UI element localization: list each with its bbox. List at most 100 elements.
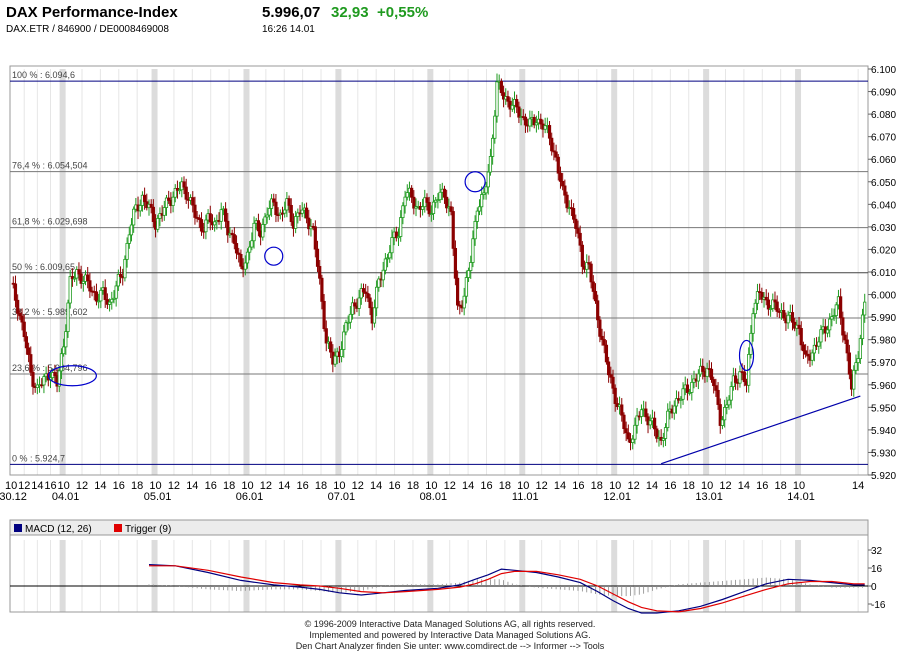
candle-down: [499, 80, 503, 94]
hour-tick-label: 14: [554, 480, 566, 492]
day-band-macd: [243, 540, 250, 612]
candle-up: [420, 206, 425, 210]
candle-up: [480, 194, 484, 208]
candle-up: [429, 213, 433, 215]
candle-down: [801, 344, 806, 352]
candle-up: [110, 298, 114, 303]
macd-line: [148, 564, 865, 614]
day-band: [243, 69, 250, 475]
candle-up: [860, 314, 865, 340]
candle-up: [388, 252, 392, 259]
candle-up: [269, 198, 274, 209]
candle-up: [405, 192, 409, 198]
candle-up: [178, 189, 182, 192]
candle-down: [804, 350, 808, 355]
candle-down: [18, 312, 22, 317]
candle-down: [29, 354, 33, 373]
candle-down: [558, 172, 563, 182]
y-tick-label: 6.030: [871, 223, 896, 234]
candle-up: [346, 321, 350, 324]
candle-up: [438, 191, 442, 201]
candle-down: [766, 299, 771, 310]
candle-down: [88, 280, 92, 292]
day-band: [427, 69, 434, 475]
candle-up: [477, 206, 482, 212]
candle-up: [510, 104, 514, 110]
candle-up: [663, 427, 668, 439]
candle-up: [267, 208, 271, 216]
candle-up: [344, 322, 348, 333]
candle-up: [482, 192, 486, 195]
candle-down: [644, 408, 648, 418]
candle-down: [626, 432, 630, 440]
index-title: DAX Performance-Index: [6, 4, 178, 21]
fib-level-label: 100 % : 6.094,6: [12, 70, 75, 80]
candle-up: [723, 406, 727, 421]
candle-down: [775, 301, 779, 312]
fib-level-label: 0 % : 5.924,7: [12, 453, 65, 463]
candle-down: [103, 287, 107, 300]
candle-up: [768, 308, 773, 310]
y-tick-label: 5.920: [871, 471, 896, 482]
candle-up: [856, 358, 860, 364]
candle-down: [764, 296, 768, 301]
candle-down: [27, 347, 31, 355]
candle-down: [733, 375, 738, 383]
candle-down: [320, 277, 324, 302]
candle-up: [475, 210, 479, 222]
candle-down: [589, 263, 593, 283]
footer-line-copyright: © 1996-2009 Interactive Data Managed Sol…: [304, 619, 596, 629]
price-change: 32,93: [331, 4, 369, 21]
support-trendline: [660, 395, 861, 465]
y-tick-label: 6.050: [871, 178, 896, 189]
candle-up: [753, 302, 757, 315]
candle-down: [718, 404, 722, 426]
candle-down: [143, 194, 147, 203]
candle-down: [604, 344, 609, 363]
candle-down: [539, 118, 543, 125]
y-tick-label: 5.930: [871, 448, 896, 459]
candle-down: [574, 218, 578, 229]
hour-tick-label: 12: [18, 480, 30, 492]
y-tick-label: 6.100: [871, 65, 896, 76]
candle-down: [24, 336, 29, 349]
candle-down: [456, 277, 460, 306]
hour-tick-label: 16: [664, 480, 676, 492]
candle-up: [434, 199, 438, 203]
candle-up: [486, 171, 490, 188]
candle-down: [353, 302, 357, 307]
candle-down: [609, 374, 613, 378]
candle-down: [845, 339, 849, 354]
candle-up: [830, 316, 834, 320]
hour-tick-label: 14: [738, 480, 750, 492]
candle-up: [495, 81, 499, 117]
macd-y-tick-label: 32: [871, 546, 883, 557]
candle-up: [852, 369, 856, 390]
price-change-percent: +0,55%: [377, 4, 429, 21]
hour-tick-label: 16: [572, 480, 584, 492]
candle-down: [318, 266, 322, 279]
day-band-macd: [151, 540, 158, 612]
macd-y-tick-label: 16: [871, 564, 883, 575]
candle-down: [847, 352, 851, 375]
candle-up: [399, 217, 403, 237]
candle-up: [674, 398, 679, 407]
candle-down: [322, 300, 326, 330]
hour-tick-label: 18: [407, 480, 419, 492]
day-tick-label: 12.01: [603, 491, 631, 503]
candle-down: [16, 299, 20, 314]
candle-up: [158, 213, 162, 219]
y-tick-label: 5.960: [871, 381, 896, 392]
candle-down: [716, 389, 720, 405]
candle-up: [528, 118, 532, 127]
candle-up: [156, 217, 160, 230]
candle-down: [587, 262, 591, 265]
day-band: [611, 69, 618, 475]
candle-up: [471, 238, 475, 263]
candle-up: [390, 237, 394, 254]
copyright-footer: © 1996-2009 Interactive Data Managed Sol…: [0, 619, 900, 652]
candle-down: [655, 428, 659, 439]
macd-legend-label: Trigger (9): [125, 524, 171, 535]
candle-down: [453, 247, 458, 279]
